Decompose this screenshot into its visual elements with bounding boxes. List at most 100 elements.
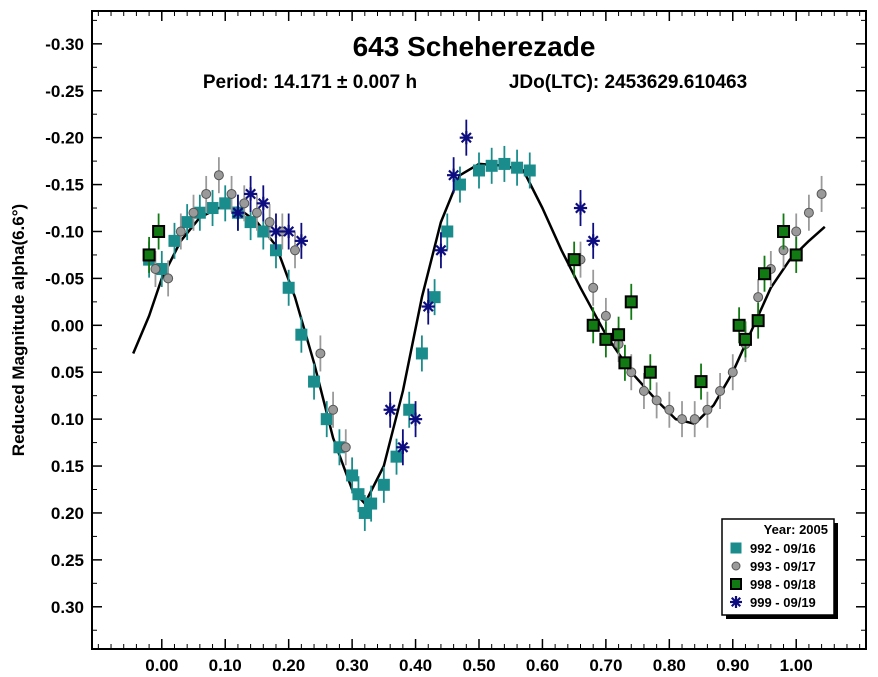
data-point <box>599 332 613 346</box>
data-point <box>498 157 511 170</box>
series-1 <box>150 157 827 466</box>
data-point <box>453 178 466 191</box>
data-point <box>753 292 764 303</box>
y-tick-label: 0.05 <box>51 363 84 382</box>
data-point <box>226 188 237 199</box>
y-tick-label: 0.25 <box>51 551 84 570</box>
y-tick-label: -0.20 <box>45 129 84 148</box>
x-tick-label: 0.20 <box>272 656 305 675</box>
data-point <box>257 225 270 238</box>
data-point <box>421 299 435 314</box>
data-point <box>523 164 536 177</box>
data-point <box>511 161 524 174</box>
x-tick-label: 0.90 <box>716 656 749 675</box>
legend-item: 993 - 09/17 <box>731 559 816 574</box>
chart-epoch-label: JDo(LTC): 2453629.610463 <box>509 72 747 93</box>
data-point <box>643 365 657 379</box>
x-tick-label: 0.10 <box>209 656 242 675</box>
data-point <box>396 440 410 454</box>
legend-item: 992 - 09/16 <box>730 541 816 556</box>
data-point <box>163 273 174 284</box>
y-tick-label: -0.05 <box>45 269 84 288</box>
y-tick-label: 0.10 <box>51 410 84 429</box>
x-tick-label: 0.30 <box>336 656 369 675</box>
legend-marker <box>731 561 741 571</box>
x-tick-label: 0.00 <box>145 656 178 675</box>
legend-marker <box>730 596 742 608</box>
data-point <box>428 291 441 304</box>
y-tick-label: 0.20 <box>51 504 84 523</box>
data-point <box>365 497 378 510</box>
data-point <box>586 318 600 332</box>
data-point <box>473 164 485 177</box>
data-point <box>485 159 498 172</box>
legend-label: 999 - 09/19 <box>750 595 816 610</box>
data-point <box>328 404 339 415</box>
data-point <box>677 414 688 425</box>
y-tick-label: 0.00 <box>51 316 84 335</box>
data-point <box>459 131 473 145</box>
legend-label: 992 - 09/16 <box>750 541 816 556</box>
data-point <box>751 314 765 328</box>
legend-item: 998 - 09/18 <box>730 577 816 592</box>
data-point <box>651 395 662 406</box>
data-point <box>434 243 448 257</box>
data-point <box>638 385 649 396</box>
data-point <box>346 469 359 482</box>
data-point <box>181 216 194 229</box>
chart-title: 643 Scheherezade <box>353 31 596 62</box>
data-point <box>239 198 250 209</box>
data-point <box>702 404 713 415</box>
y-tick-label: -0.10 <box>45 222 84 241</box>
data-point <box>352 488 365 501</box>
data-point <box>715 385 726 396</box>
series-3 <box>231 119 600 466</box>
data-point <box>738 332 752 346</box>
x-tick-label: 0.80 <box>653 656 686 675</box>
data-point <box>256 196 270 210</box>
data-point <box>244 216 257 229</box>
legend-item: 999 - 09/19 <box>730 595 816 610</box>
data-point <box>789 248 803 262</box>
legend-marker <box>730 542 742 554</box>
chart-period-label: Period: 14.171 ± 0.007 h <box>203 72 417 93</box>
data-point <box>269 224 283 239</box>
data-point <box>251 207 262 218</box>
data-point <box>664 404 675 415</box>
data-point <box>777 224 791 238</box>
legend-items: 992 - 09/16 993 - 09/17 998 - 09/18 999 - 0… <box>730 541 816 610</box>
legend-marker <box>730 578 742 590</box>
data-point <box>408 412 423 426</box>
data-point <box>294 234 308 248</box>
data-point <box>689 414 700 425</box>
data-point <box>231 206 245 220</box>
legend: Year: 2005 992 - 09/16 993 - 09/17 998 - 0… <box>721 518 838 619</box>
data-point <box>150 264 161 275</box>
data-point <box>201 188 212 199</box>
data-point <box>264 217 275 228</box>
data-point <box>732 318 746 332</box>
data-point <box>290 245 301 256</box>
data-point <box>600 310 611 321</box>
y-tick-label: -0.30 <box>45 35 84 54</box>
data-point <box>315 348 326 359</box>
data-point <box>383 403 397 417</box>
data-point <box>377 478 390 491</box>
legend-label: 998 - 09/18 <box>750 577 816 592</box>
y-tick-label: 0.30 <box>51 598 84 617</box>
data-point <box>152 224 166 238</box>
data-point <box>188 207 199 218</box>
data-point <box>694 375 708 389</box>
data-point <box>757 267 771 281</box>
y-tick-label: 0.15 <box>51 457 84 476</box>
y-axis: -0.30 -0.25 -0.20 -0.15 -0.10 -0.05 0.00 0.05 0.… <box>45 19 866 631</box>
data-point <box>213 170 224 181</box>
legend-title: Year: 2005 <box>764 522 828 537</box>
data-point <box>816 188 827 199</box>
legend-box <box>721 518 835 616</box>
data-point <box>415 347 428 360</box>
data-point <box>727 367 738 378</box>
x-tick-label: 0.60 <box>526 656 559 675</box>
data-point <box>390 450 403 463</box>
data-point <box>791 226 802 237</box>
